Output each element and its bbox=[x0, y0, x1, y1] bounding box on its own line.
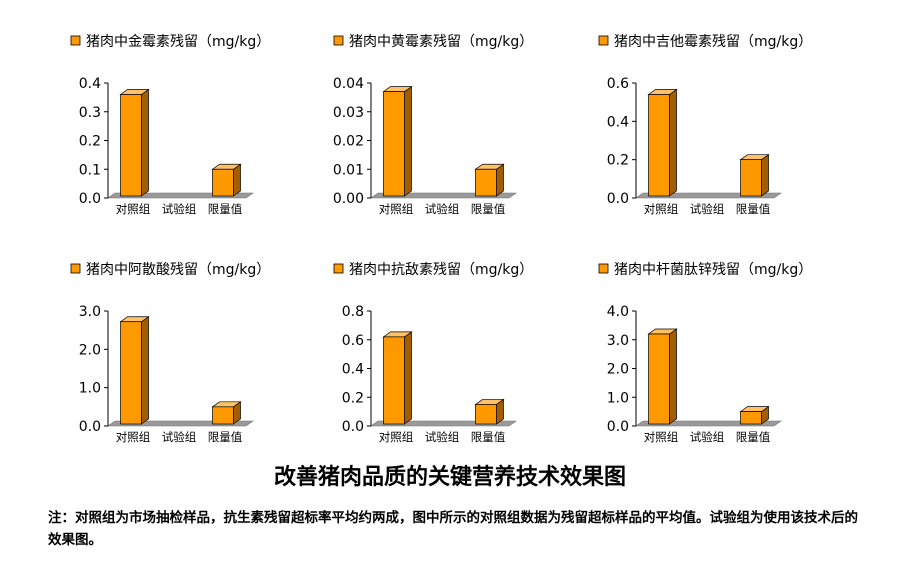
x-tick-label: 试验组 bbox=[690, 202, 725, 216]
bar-side bbox=[496, 163, 504, 197]
legend-marker bbox=[70, 263, 81, 274]
y-tick-label: 0.4 bbox=[79, 76, 101, 92]
x-tick-label: 对照组 bbox=[379, 430, 414, 444]
chart-arsanilic-acid: 猪肉中阿散酸残留（mg/kg） 3.0 2.0 1.0 0.0 对照组 试验组 限量值 bbox=[70, 262, 270, 444]
x-tick-label: 试验组 bbox=[425, 430, 460, 444]
y-tick-label: 0.6 bbox=[607, 76, 629, 92]
chart-kitasamycin: 猪肉中吉他霉素残留（mg/kg） 0.6 0.4 0.2 0.0 对照组 试验组 限量值 bbox=[598, 34, 812, 216]
legend-label: 猪肉中金霉素残留（mg/kg） bbox=[86, 34, 270, 50]
x-tick-label: 对照组 bbox=[644, 202, 679, 216]
bar-side bbox=[669, 328, 677, 425]
legend-marker bbox=[598, 263, 609, 274]
legend-marker bbox=[333, 263, 344, 274]
bar bbox=[475, 168, 497, 197]
legend-label: 猪肉中吉他霉素残留（mg/kg） bbox=[614, 34, 812, 50]
bar bbox=[648, 94, 670, 197]
bar bbox=[212, 406, 234, 425]
x-tick-label: 限量值 bbox=[208, 202, 243, 216]
y-tick-label: 0.0 bbox=[607, 191, 629, 207]
legend-label: 猪肉中黄霉素残留（mg/kg） bbox=[349, 33, 533, 50]
bar bbox=[212, 168, 234, 197]
bar bbox=[120, 321, 142, 425]
y-tick-label: 4.0 bbox=[607, 304, 629, 320]
y-tick-label: 0.04 bbox=[333, 76, 364, 92]
y-tick-label: 0.8 bbox=[342, 304, 364, 320]
y-tick-label: 0.2 bbox=[607, 153, 629, 169]
legend-marker bbox=[333, 35, 344, 46]
x-tick-label: 限量值 bbox=[736, 202, 771, 216]
legend-label: 猪肉中阿散酸残留（mg/kg） bbox=[86, 262, 270, 278]
y-tick-label: 3.0 bbox=[607, 333, 629, 349]
y-tick-label: 1.0 bbox=[607, 390, 629, 406]
y-tick-label: 0.0 bbox=[342, 419, 364, 435]
bar bbox=[648, 333, 670, 425]
bar-side bbox=[669, 88, 677, 197]
y-tick-label: 0.03 bbox=[333, 105, 364, 121]
figure-title: 改善猪肉品质的关键营养技术效果图 bbox=[273, 464, 626, 490]
y-tick-label: 0.0 bbox=[79, 191, 101, 207]
bar-side bbox=[404, 85, 412, 197]
y-tick-label: 0.1 bbox=[79, 162, 101, 178]
x-tick-label: 对照组 bbox=[379, 202, 414, 216]
y-tick-label: 3.0 bbox=[79, 304, 101, 320]
y-tick-label: 0.4 bbox=[607, 114, 629, 130]
bar-side bbox=[141, 316, 149, 425]
x-tick-label: 试验组 bbox=[425, 202, 460, 216]
y-tick-label: 0.3 bbox=[79, 105, 101, 121]
y-tick-label: 0.0 bbox=[79, 419, 101, 435]
x-tick-label: 对照组 bbox=[644, 430, 679, 444]
y-tick-label: 0.02 bbox=[333, 134, 364, 150]
chart-colistin: 猪肉中抗敌素残留（mg/kg） 0.8 0.6 0.4 0.2 0.0 对照组 试验组 限量值 bbox=[333, 262, 533, 444]
y-tick-label: 0.01 bbox=[333, 162, 364, 178]
x-tick-label: 试验组 bbox=[162, 430, 197, 444]
x-tick-label: 限量值 bbox=[471, 430, 506, 444]
bar bbox=[475, 404, 497, 425]
x-tick-label: 限量值 bbox=[471, 202, 506, 216]
y-tick-label: 0.2 bbox=[79, 134, 101, 150]
y-tick-label: 2.0 bbox=[79, 342, 101, 358]
bar bbox=[120, 94, 142, 197]
y-tick-label: 0.2 bbox=[342, 390, 364, 406]
x-tick-label: 限量值 bbox=[736, 430, 771, 444]
bar bbox=[740, 159, 762, 197]
y-tick-label: 2.0 bbox=[607, 362, 629, 378]
figure-note: 注：对照组为市场抽检样品，抗生素残留超标率平均约两成，图中所示的对照组数据为残留… bbox=[48, 510, 858, 548]
bar-side bbox=[233, 163, 241, 197]
chart-bacitracin-zinc: 猪肉中杆菌肽锌残留（mg/kg） 4.0 3.0 2.0 1.0 0.0 对照组 试验组 限量值 bbox=[598, 262, 812, 444]
legend-label: 猪肉中抗敌素残留（mg/kg） bbox=[349, 262, 533, 278]
legend-label: 猪肉中杆菌肽锌残留（mg/kg） bbox=[614, 262, 812, 278]
y-tick-label: 0.0 bbox=[607, 419, 629, 435]
legend-marker bbox=[598, 35, 609, 46]
x-tick-label: 限量值 bbox=[208, 430, 243, 444]
bar-side bbox=[141, 88, 149, 197]
bar-side bbox=[761, 153, 769, 197]
y-tick-label: 1.0 bbox=[79, 381, 101, 397]
chart-chlortetracycline: 猪肉中金霉素残留（mg/kg） 0.4 0.3 0.2 0.1 0.0 对照组 试验组 限量值 bbox=[70, 34, 270, 216]
y-tick-label: 0.4 bbox=[342, 362, 364, 378]
y-tick-label: 0.6 bbox=[342, 333, 364, 349]
bar bbox=[740, 411, 762, 425]
bar-side bbox=[404, 331, 412, 425]
legend-marker bbox=[70, 35, 81, 46]
y-tick-label: 0.00 bbox=[333, 191, 364, 207]
chart-flavomycin: 猪肉中黄霉素残留（mg/kg） 0.04 0.03 0.02 0.01 0.00 对照组 试验… bbox=[333, 33, 533, 216]
bar bbox=[383, 91, 405, 197]
x-tick-label: 试验组 bbox=[162, 202, 197, 216]
x-tick-label: 对照组 bbox=[116, 430, 151, 444]
x-tick-label: 试验组 bbox=[690, 430, 725, 444]
x-tick-label: 对照组 bbox=[116, 202, 151, 216]
bar bbox=[383, 336, 405, 425]
